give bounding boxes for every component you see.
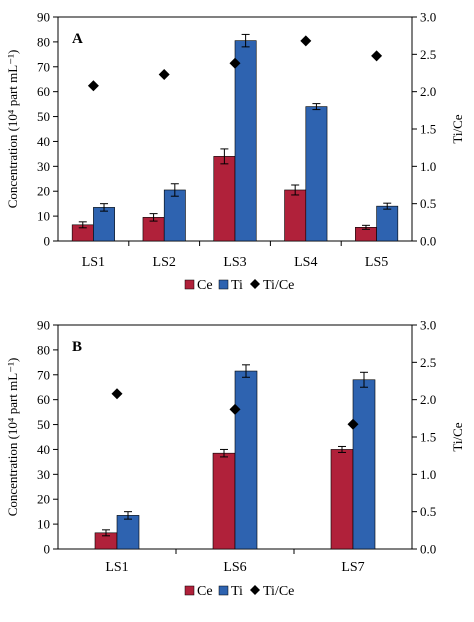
panel-a-right-tick-label: 0.5 bbox=[420, 196, 436, 211]
panel-a-ratio-point bbox=[158, 68, 170, 80]
panel-a-label: A bbox=[72, 31, 83, 47]
panel-b-legend-swatch-ti bbox=[218, 585, 229, 596]
panel-b-left-tick-label: 80 bbox=[37, 342, 50, 357]
panel-a-ratio-point bbox=[371, 50, 383, 62]
panel-a-ratio-point bbox=[87, 80, 99, 92]
panel-b-left-tick-label: 30 bbox=[37, 467, 50, 482]
panel-a-left-tick-label: 40 bbox=[37, 134, 50, 149]
panel-a-bar-ce bbox=[284, 189, 307, 242]
panel-b-label: B bbox=[72, 339, 82, 355]
panel-a-category-label: LS2 bbox=[153, 255, 176, 270]
panel-b-ratio-point bbox=[347, 418, 359, 430]
panel-a-left-tick-label: 30 bbox=[37, 159, 50, 174]
panel-b-right-tick-label: 0.0 bbox=[420, 542, 436, 557]
panel-a-left-tick-label: 80 bbox=[37, 34, 50, 49]
panel-a-legend-swatch-ti bbox=[218, 279, 229, 290]
panel-a-right-tick-label: 1.5 bbox=[420, 122, 436, 137]
panel-a-y2-axis-title: Ti/Ce bbox=[450, 114, 465, 143]
panel-b-legend-label-ti: Ti bbox=[231, 584, 243, 599]
panel-a-right-tick-label: 2.5 bbox=[420, 47, 436, 62]
panel-b-right-tick-label: 2.5 bbox=[420, 355, 436, 370]
panel-a-right-tick-label: 3.0 bbox=[420, 10, 436, 25]
panel-a-ratio-point bbox=[300, 35, 312, 47]
panel-a-bar-ti bbox=[376, 205, 399, 242]
panel-a-bar-ti bbox=[234, 40, 257, 242]
panel-a-ratio-point bbox=[229, 57, 241, 69]
panel-a-legend-label-ti: Ti bbox=[231, 278, 243, 293]
panel-b-bar-ti bbox=[352, 379, 376, 550]
panel-b-legend-swatch-ratio bbox=[250, 585, 260, 595]
panel-a-left-tick-label: 20 bbox=[37, 184, 50, 199]
panel-a-left-tick-label: 0 bbox=[44, 234, 51, 249]
panel-b-legend-swatch-ce bbox=[184, 585, 195, 596]
panel-a-category-label: LS1 bbox=[82, 255, 105, 270]
panel-a-right-tick-label: 1.0 bbox=[420, 159, 436, 174]
panel-a-legend-swatch-ce bbox=[184, 279, 195, 290]
panel-a-left-tick-label: 10 bbox=[37, 209, 50, 224]
panel-b-right-tick-label: 0.5 bbox=[420, 504, 436, 519]
panel-a-legend-label-ratio: Ti/Ce bbox=[263, 278, 294, 293]
panel-a-left-tick-label: 60 bbox=[37, 84, 50, 99]
panel-a-left-tick-label: 70 bbox=[37, 59, 50, 74]
panel-b-right-tick-label: 1.0 bbox=[420, 467, 436, 482]
panel-b-y-axis-title: Concentration (10⁴ part mL⁻¹) bbox=[5, 358, 20, 517]
panel-b-right-tick-label: 3.0 bbox=[420, 318, 436, 333]
panel-b-left-tick-label: 70 bbox=[37, 367, 50, 382]
panel-b-category-label: LS6 bbox=[223, 560, 246, 575]
panel-a-bar-ti bbox=[93, 207, 115, 242]
panel-b-bar-ti bbox=[116, 515, 140, 550]
panel-b-right-tick-label: 2.0 bbox=[420, 392, 436, 407]
panel-b-y2-axis-title: Ti/Ce bbox=[450, 422, 465, 451]
panel-a-category-label: LS3 bbox=[223, 255, 246, 270]
panel-a-legend-swatch-ratio bbox=[250, 279, 260, 289]
panel-a-bar-ce bbox=[213, 156, 236, 242]
panel-a-bar-ti bbox=[305, 106, 328, 242]
panel-b-left-tick-label: 50 bbox=[37, 417, 50, 432]
panel-a-legend-label-ce: Ce bbox=[197, 278, 213, 293]
panel-a-category-label: LS4 bbox=[294, 255, 317, 270]
panel-b-bar-ti bbox=[234, 370, 258, 550]
panel-b-category-label: LS1 bbox=[105, 560, 128, 575]
panel-b-left-tick-label: 0 bbox=[44, 542, 51, 557]
panel-b-left-tick-label: 20 bbox=[37, 492, 50, 507]
panel-b-category-label: LS7 bbox=[341, 560, 364, 575]
panel-b-ratio-point bbox=[111, 388, 123, 400]
panel-b-legend-label-ratio: Ti/Ce bbox=[263, 584, 294, 599]
panel-b-bar-ce bbox=[330, 449, 354, 550]
panel-b-left-tick-label: 90 bbox=[37, 318, 50, 333]
panel-a-bar-ti bbox=[163, 189, 186, 242]
panel-a-left-tick-label: 90 bbox=[37, 10, 50, 25]
panel-b-left-tick-label: 40 bbox=[37, 442, 50, 457]
panel-b-bar-ce bbox=[212, 452, 236, 550]
panel-b-left-tick-label: 60 bbox=[37, 392, 50, 407]
panel-a-right-tick-label: 2.0 bbox=[420, 84, 436, 99]
panel-b-right-tick-label: 1.5 bbox=[420, 430, 436, 445]
panel-a-y-axis-title: Concentration (10⁴ part mL⁻¹) bbox=[5, 50, 20, 209]
panel-b-left-tick-label: 10 bbox=[37, 517, 50, 532]
panel-a-right-tick-label: 0.0 bbox=[420, 234, 436, 249]
panel-b-legend-label-ce: Ce bbox=[197, 584, 213, 599]
panel-a-left-tick-label: 50 bbox=[37, 109, 50, 124]
panel-b-ratio-point bbox=[229, 403, 241, 415]
panel-a-category-label: LS5 bbox=[365, 255, 388, 270]
